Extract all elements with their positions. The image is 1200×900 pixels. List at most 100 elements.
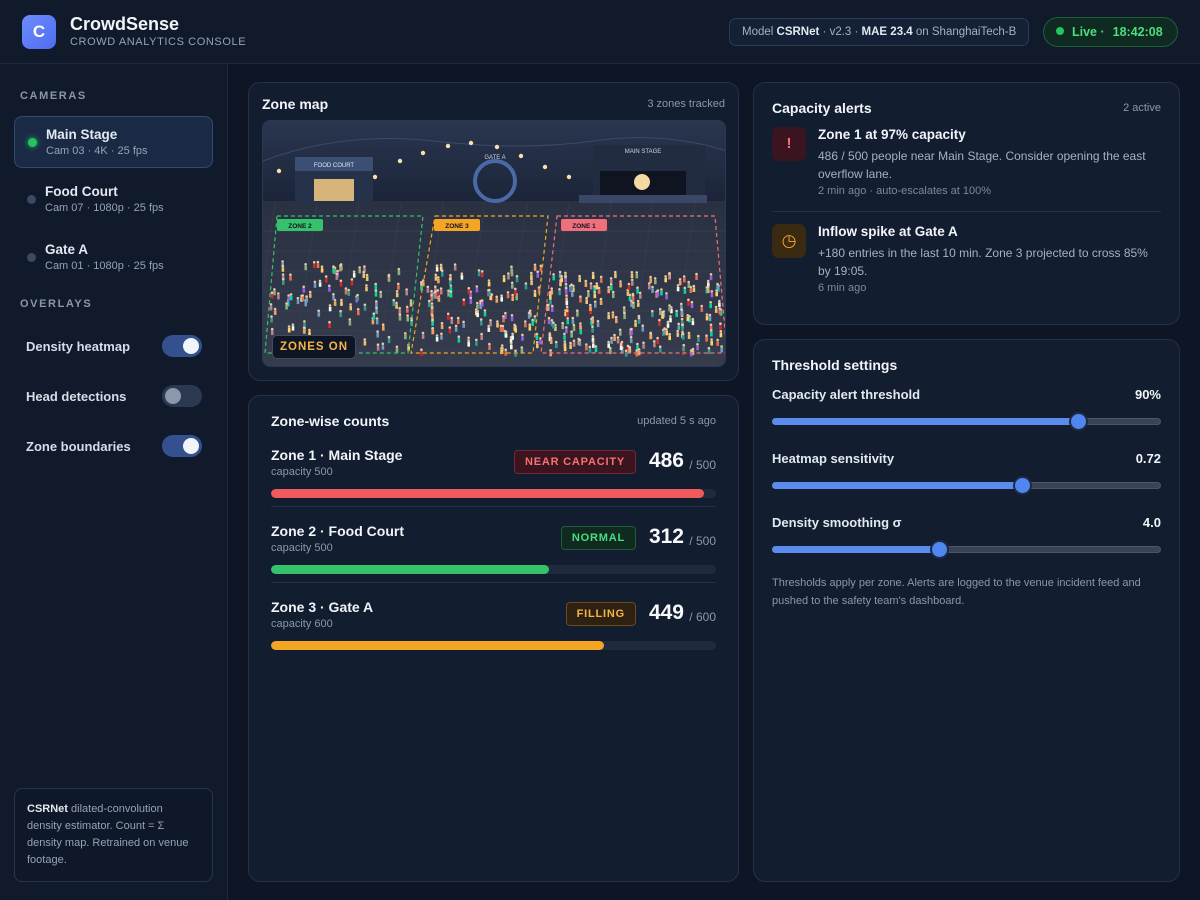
crowd-person bbox=[552, 321, 555, 329]
person-head bbox=[666, 320, 670, 324]
person-body bbox=[447, 315, 450, 320]
crowd-person bbox=[420, 283, 423, 291]
crowd-person bbox=[511, 332, 514, 340]
density-heatmap-toggle[interactable] bbox=[162, 335, 202, 357]
zone-row-3[interactable]: Zone 3 · Gate A capacity 600 FILLING 449… bbox=[271, 599, 716, 659]
person-body bbox=[709, 303, 712, 309]
zone-map-view[interactable]: FOOD COURT GATE A MAIN STAGE ZONE 2 ZONE… bbox=[262, 120, 726, 367]
person-body bbox=[270, 318, 273, 323]
person-head bbox=[649, 275, 652, 279]
density-smoothing-slider[interactable] bbox=[772, 542, 1161, 557]
crowd-person bbox=[709, 323, 713, 331]
crowd-person bbox=[589, 303, 592, 311]
slider-thumb[interactable] bbox=[1071, 414, 1087, 429]
camera-item-gate-a[interactable]: Gate A Cam 01 · 1080p · 25 fps bbox=[14, 232, 213, 284]
crowd-person bbox=[480, 299, 484, 307]
alert-item-zone-1[interactable]: ! Zone 1 at 97% capacity 486 / 500 peopl… bbox=[772, 127, 1162, 203]
person-head bbox=[296, 296, 300, 300]
app-header: C CrowdSense CROWD ANALYTICS CONSOLE Mod… bbox=[0, 0, 1200, 64]
crowd-person bbox=[502, 274, 506, 283]
person-head bbox=[681, 332, 685, 336]
person-head bbox=[488, 288, 491, 292]
crowd-person bbox=[641, 324, 645, 332]
person-body bbox=[397, 285, 400, 290]
person-body bbox=[305, 298, 308, 303]
zone-row-1[interactable]: Zone 1 · Main Stage capacity 500 NEAR CA… bbox=[271, 447, 716, 507]
crowd-person bbox=[365, 284, 368, 292]
person-head bbox=[499, 324, 503, 328]
person-head bbox=[453, 263, 457, 266]
camera-item-main-stage[interactable]: Main Stage Cam 03 · 4K · 25 fps bbox=[14, 116, 213, 168]
alert-body: 486 / 500 people near Main Stage. Consid… bbox=[818, 149, 1146, 181]
person-head bbox=[585, 296, 588, 300]
crowd-person bbox=[707, 346, 711, 355]
person-body bbox=[304, 265, 307, 271]
crowd-person bbox=[547, 316, 551, 325]
person-body bbox=[651, 288, 654, 293]
string-light-bulb bbox=[468, 140, 474, 146]
slider-thumb[interactable] bbox=[1014, 478, 1030, 493]
person-head bbox=[487, 279, 491, 282]
capacity-threshold-slider[interactable] bbox=[772, 414, 1161, 429]
crowd-person bbox=[665, 292, 668, 300]
crowd-person bbox=[558, 270, 562, 278]
person-head bbox=[706, 279, 710, 283]
floor-grid-line bbox=[628, 202, 654, 366]
person-body bbox=[479, 304, 482, 310]
camera-item-food-court[interactable]: Food Court Cam 07 · 1080p · 25 fps bbox=[14, 174, 213, 226]
person-head bbox=[339, 309, 342, 313]
person-body bbox=[376, 346, 380, 351]
person-head bbox=[533, 263, 537, 267]
crowd-person bbox=[530, 271, 533, 279]
alerts-title: Capacity alerts bbox=[772, 100, 872, 116]
person-body bbox=[436, 291, 440, 297]
slider-thumb[interactable] bbox=[931, 542, 947, 557]
crowd-person bbox=[624, 349, 628, 357]
heatmap-sensitivity-slider[interactable] bbox=[772, 478, 1161, 493]
head-detections-toggle[interactable] bbox=[162, 385, 202, 407]
person-head bbox=[641, 324, 644, 327]
zones-on-button[interactable]: ZONES ON bbox=[272, 335, 356, 359]
person-body bbox=[695, 275, 698, 280]
crowd-person bbox=[467, 286, 471, 295]
person-head bbox=[680, 302, 683, 306]
person-head bbox=[496, 320, 499, 323]
person-body bbox=[488, 291, 491, 296]
camera-name: Main Stage bbox=[46, 127, 118, 142]
crowd-person bbox=[352, 270, 356, 278]
crowd-person bbox=[630, 327, 633, 335]
person-head bbox=[668, 272, 671, 275]
person-body bbox=[593, 293, 597, 299]
person-body bbox=[707, 282, 710, 287]
string-lights bbox=[276, 140, 572, 180]
app-subtitle: CROWD ANALYTICS CONSOLE bbox=[70, 36, 247, 48]
person-body bbox=[616, 338, 620, 344]
zone-boundaries-toggle[interactable] bbox=[162, 435, 202, 457]
person-body bbox=[631, 281, 634, 286]
person-body bbox=[500, 349, 503, 355]
person-head bbox=[630, 271, 634, 274]
crowd-person bbox=[277, 292, 280, 300]
person-body bbox=[271, 330, 274, 336]
toggle-knob bbox=[183, 338, 199, 354]
person-head bbox=[507, 272, 510, 275]
zone-row-2[interactable]: Zone 2 · Food Court capacity 500 NORMAL … bbox=[271, 523, 716, 583]
person-body bbox=[680, 305, 683, 310]
person-head bbox=[706, 285, 710, 289]
crowd-person bbox=[636, 342, 639, 350]
person-head bbox=[440, 321, 444, 325]
alert-item-gate-a[interactable]: ◷ Inflow spike at Gate A +180 entries in… bbox=[772, 224, 1162, 300]
person-head bbox=[427, 299, 431, 303]
person-head bbox=[691, 347, 695, 351]
crowd-person bbox=[358, 266, 361, 274]
person-head bbox=[281, 260, 284, 263]
person-body bbox=[656, 292, 660, 297]
crowd-person bbox=[340, 298, 343, 306]
person-body bbox=[628, 348, 631, 354]
person-body bbox=[475, 341, 478, 346]
person-body bbox=[709, 275, 713, 281]
crowd-person bbox=[716, 282, 719, 290]
person-head bbox=[404, 332, 407, 335]
model-info-pill[interactable]: Model CSRNet · v2.3 · MAE 23.4 on Shangh… bbox=[729, 18, 1029, 46]
person-body bbox=[681, 323, 684, 329]
